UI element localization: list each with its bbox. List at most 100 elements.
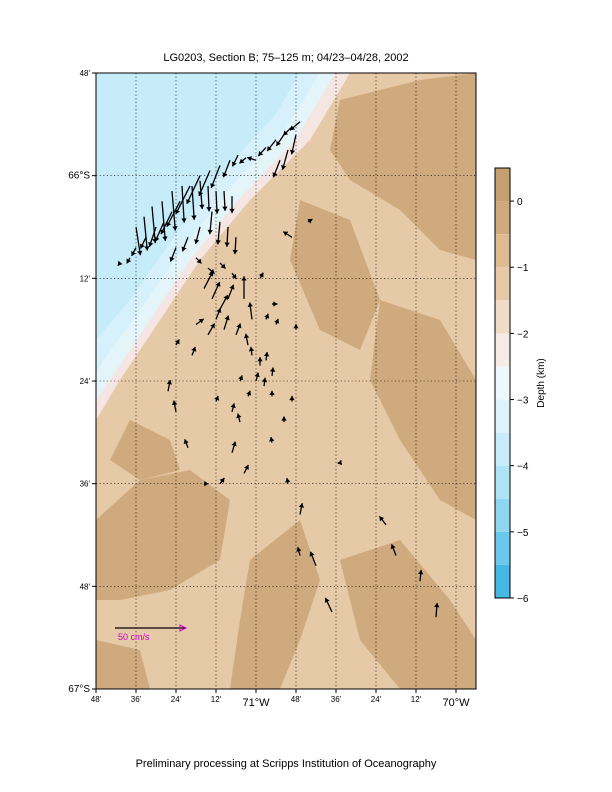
- lat-tick-label: 66°S: [68, 171, 90, 182]
- current-vector: [238, 157, 247, 164]
- colorbar-tick-label: −3: [517, 396, 529, 407]
- lon-tick-label: 48': [91, 695, 102, 704]
- shelf-deep-patch-4: [230, 520, 320, 689]
- lat-tick-label: 48': [80, 582, 91, 591]
- current-vector: [269, 367, 276, 376]
- map-axes: 48'66°S12'24'36'48'67°S48' 36' 24' 12' 71°W 4…: [68, 69, 470, 709]
- ocean-deep: [96, 73, 300, 340]
- shelf-deep-patch-0: [330, 73, 476, 260]
- current-vector: [117, 260, 123, 267]
- footer-credit: Preliminary processing at Scripps Instit…: [135, 758, 437, 770]
- current-vector: [207, 323, 216, 336]
- current-vector: [139, 236, 147, 249]
- current-vector: [143, 216, 150, 251]
- current-vector: [247, 156, 257, 162]
- colorbar-tick-label: −6: [517, 594, 529, 605]
- current-vector: [274, 318, 280, 325]
- current-vector: [161, 201, 168, 241]
- lon-tick-label: 71°W: [242, 697, 270, 709]
- current-vector: [243, 464, 249, 474]
- current-vector: [135, 226, 143, 256]
- scale-arrow: 50 cm/s: [115, 624, 188, 642]
- bathymetry-layer: [96, 73, 476, 689]
- current-vector: [214, 395, 220, 402]
- lat-tick-label: 24': [80, 377, 91, 386]
- current-vector: [337, 460, 343, 466]
- current-vector: [307, 218, 313, 224]
- lon-tick-label: 24': [371, 695, 382, 704]
- current-vector: [390, 544, 397, 556]
- current-vector: [324, 597, 333, 613]
- current-vector: [281, 149, 289, 170]
- current-vector: [269, 390, 275, 397]
- current-vector: [229, 196, 235, 214]
- current-vector: [160, 211, 173, 235]
- depth-colorbar: 0 −1 −2 −3 −4 −5 −6 Depth (km): [494, 167, 547, 605]
- lat-tick-label: 67°S: [68, 684, 90, 695]
- current-vector: [181, 237, 189, 252]
- lon-tick-label: 48': [291, 695, 302, 704]
- current-vector: [243, 333, 250, 346]
- current-vector: [281, 416, 287, 423]
- colorbar-tick-label: −2: [517, 329, 529, 340]
- shelf-deep-patch-6: [96, 640, 150, 689]
- lon-tick-label: 12': [211, 695, 222, 704]
- current-vector: [207, 211, 213, 235]
- colorbar-segment: [495, 531, 510, 565]
- shelf-deep-patch-1: [290, 200, 380, 350]
- current-vector: [309, 551, 317, 567]
- current-vector: [191, 346, 197, 356]
- current-vector: [285, 477, 291, 484]
- lon-tick-label: 36': [131, 695, 142, 704]
- current-vector: [230, 403, 236, 412]
- current-vector: [181, 185, 187, 223]
- current-vector: [231, 154, 239, 167]
- current-vector: [148, 226, 157, 247]
- current-vector: [257, 357, 263, 366]
- colorbar-tick-label: −4: [517, 462, 529, 473]
- lat-tick-label: 48': [80, 69, 91, 78]
- current-vector: [289, 395, 295, 402]
- current-vector: [126, 257, 132, 264]
- current-vector: [434, 602, 440, 618]
- current-vector: [254, 372, 260, 382]
- current-vector: [183, 439, 189, 448]
- current-vector: [272, 301, 278, 307]
- current-vector: [219, 262, 226, 270]
- colorbar-segment: [495, 366, 510, 400]
- current-vector: [275, 134, 285, 147]
- shelf-deep-patch-7: [110, 420, 180, 480]
- current-vector: [194, 226, 201, 245]
- current-vector: [263, 351, 270, 361]
- lon-tick-label: 36': [331, 695, 342, 704]
- current-vector: [235, 323, 242, 336]
- current-vector: [206, 185, 212, 212]
- current-vector: [199, 180, 205, 210]
- shelf-deep-patch-5: [340, 540, 476, 689]
- colorbar-segment: [495, 300, 510, 334]
- current-vector: [261, 377, 268, 387]
- map-title: LG0203, Section B; 75–125 m; 04/23–04/28…: [163, 52, 409, 64]
- current-vector: [203, 271, 214, 289]
- current-vector: [258, 272, 264, 279]
- lat-tick-label: 12': [80, 274, 91, 283]
- scale-arrow-head: [179, 624, 188, 632]
- colorbar-segment: [495, 267, 510, 301]
- colorbar-segment: [495, 333, 510, 367]
- current-vector: [171, 191, 178, 231]
- colorbar-segment: [495, 168, 510, 202]
- current-vector: [266, 139, 277, 152]
- colorbar-segment: [495, 465, 510, 499]
- current-vector: [241, 276, 247, 299]
- current-vector: [186, 175, 201, 205]
- current-vector: [272, 160, 281, 178]
- current-vector: [171, 400, 178, 412]
- current-vector: [282, 126, 293, 136]
- colorbar-frame: [494, 167, 511, 599]
- colorbar-tick-label: −1: [517, 263, 529, 274]
- current-vector: [296, 546, 302, 556]
- current-vector: [378, 515, 387, 526]
- current-vector: [222, 160, 231, 178]
- colorbar-tick-label: −5: [517, 528, 529, 539]
